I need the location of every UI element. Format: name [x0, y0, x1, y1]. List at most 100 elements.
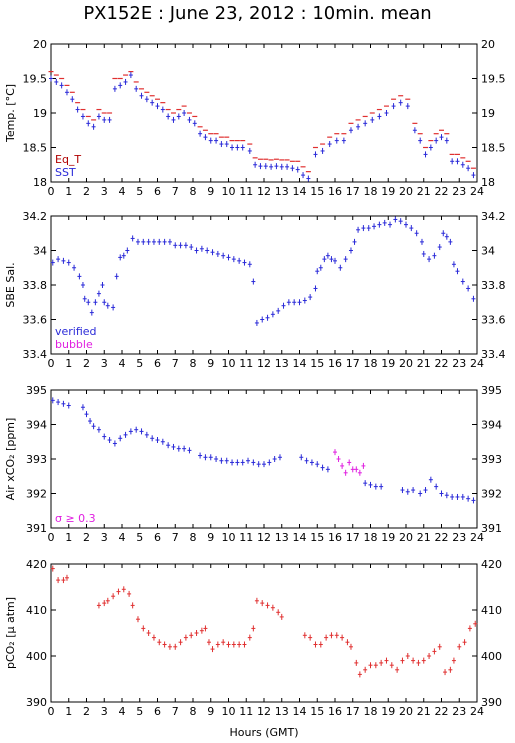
x-tick-label: 1 [65, 531, 72, 544]
x-tick-label: 8 [190, 185, 197, 198]
data-point [318, 264, 323, 271]
data-point [262, 461, 266, 468]
data-point [379, 659, 384, 666]
data-point [315, 268, 320, 275]
data-point [144, 96, 149, 103]
data-point [242, 641, 247, 648]
data-point [253, 161, 258, 168]
data-point [247, 261, 252, 268]
data-point [366, 225, 371, 232]
data-point [230, 459, 235, 466]
data-point [313, 151, 318, 158]
y-axis-label-2: Air xCO₂ [ppm] [4, 418, 17, 501]
data-point [389, 662, 394, 669]
data-point [114, 273, 119, 280]
x-tick-label: 16 [328, 357, 342, 370]
data-point [318, 641, 323, 648]
x-tick-label: 13 [275, 705, 289, 718]
data-point [80, 404, 85, 411]
data-point [139, 92, 144, 99]
chart-title: PX152E : June 23, 2012 : 10min. mean [83, 3, 431, 24]
x-tick-label: 15 [310, 185, 324, 198]
data-point [178, 639, 183, 646]
data-point [235, 144, 240, 151]
x-tick-label: 12 [257, 705, 271, 718]
data-point [150, 99, 155, 106]
y-tick-label-left: 33.6 [23, 314, 48, 327]
data-point [247, 147, 252, 154]
y-tick-label-right: 395 [481, 384, 502, 397]
x-tick-label: 14 [293, 705, 307, 718]
data-point [157, 639, 162, 646]
x-tick-label: 2 [83, 357, 90, 370]
data-point [348, 247, 353, 254]
x-tick-label: 5 [136, 531, 143, 544]
data-point [260, 316, 265, 323]
data-point [295, 166, 300, 173]
data-point [368, 481, 373, 488]
x-tick-label: 17 [346, 531, 360, 544]
plot-frame-2 [50, 389, 478, 529]
x-tick-label: 23 [452, 357, 466, 370]
data-point [320, 464, 325, 471]
y-tick-label-right: 19 [481, 107, 495, 120]
data-point [327, 141, 332, 148]
data-point [301, 172, 306, 179]
data-point [382, 219, 387, 226]
x-axis-label: Hours (GMT) [229, 726, 298, 739]
data-point [451, 261, 456, 268]
x-tick-label: 9 [207, 705, 214, 718]
data-point [343, 256, 348, 263]
x-tick-label: 16 [328, 705, 342, 718]
x-tick-label: 18 [364, 357, 378, 370]
data-point [231, 256, 236, 263]
data-point [279, 613, 284, 620]
x-tick-label: 7 [172, 185, 179, 198]
data-point [111, 593, 116, 600]
data-point [221, 639, 226, 646]
data-point [437, 244, 442, 251]
data-point [208, 137, 213, 144]
x-tick-label: 14 [293, 185, 307, 198]
data-point [373, 483, 378, 490]
data-point [334, 137, 339, 144]
data-point [340, 634, 345, 641]
data-point [56, 399, 61, 406]
data-point [105, 597, 110, 604]
y-tick-label-right: 33.6 [481, 314, 506, 327]
x-tick-label: 12 [257, 531, 271, 544]
y-tick-label-left: 33.4 [23, 348, 48, 361]
x-tick-label: 19 [381, 357, 395, 370]
data-point [214, 456, 219, 462]
data-point [80, 282, 85, 288]
y-tick-label-right: 33.8 [481, 279, 506, 292]
data-point [102, 433, 107, 440]
data-point [281, 302, 286, 309]
data-point [210, 646, 215, 653]
data-point [192, 120, 197, 127]
data-point [443, 669, 448, 676]
data-point [203, 134, 208, 141]
data-point [130, 235, 135, 242]
data-point [240, 144, 245, 151]
data-point [50, 397, 55, 404]
data-point [198, 452, 203, 459]
x-tick-label: 9 [207, 531, 214, 544]
y-tick-label-left: 420 [26, 558, 47, 571]
plot-frame-3 [50, 563, 478, 703]
data-point [409, 225, 414, 232]
data-point [151, 634, 156, 641]
y-axis-label-3: pCO₂ [μ atm] [4, 597, 17, 669]
data-point [444, 492, 449, 499]
data-point [450, 158, 455, 165]
x-tick-label: 0 [48, 357, 55, 370]
data-point [432, 252, 437, 259]
x-tick-label: 20 [399, 185, 413, 198]
data-point [421, 657, 426, 664]
data-point [240, 459, 245, 466]
y-tick-label-right: 34 [481, 245, 495, 258]
data-point [306, 175, 311, 182]
data-point [448, 238, 453, 245]
data-point [260, 600, 265, 607]
data-point [357, 671, 362, 678]
